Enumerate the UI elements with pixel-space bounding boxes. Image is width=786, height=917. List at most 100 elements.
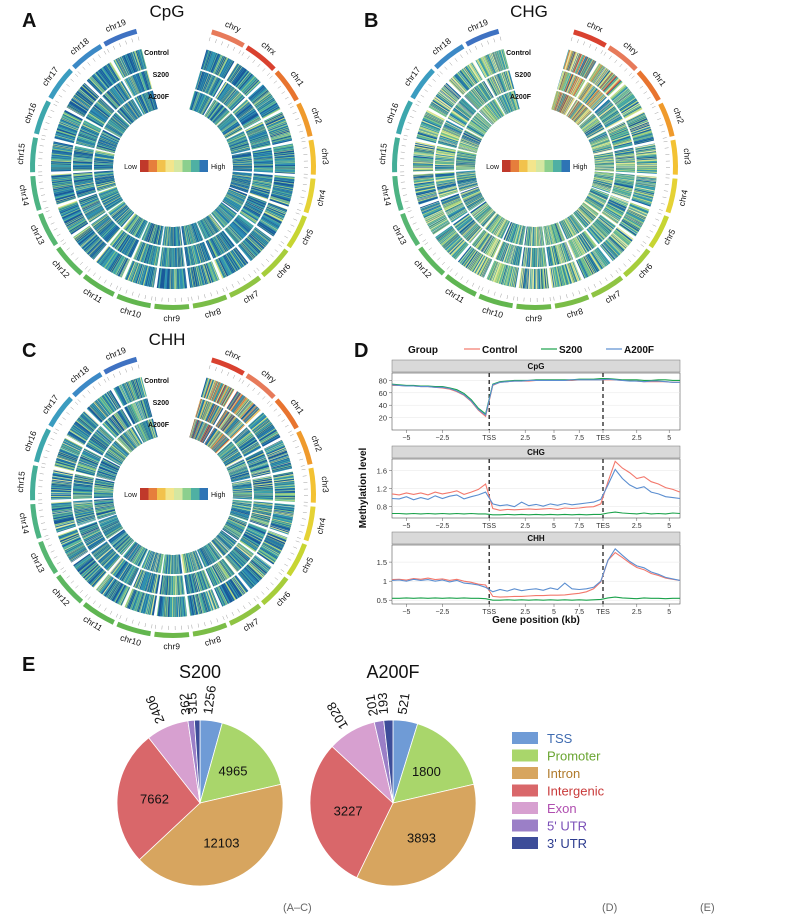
- track-chr2-0: [263, 111, 293, 145]
- tick: [56, 233, 61, 237]
- heat-stripe: [273, 143, 293, 149]
- track-chr3-2: [231, 151, 253, 172]
- tick: [650, 102, 654, 105]
- chrom-label-chr9: chr9: [163, 313, 180, 323]
- heat-stripe: [269, 128, 290, 136]
- heat-stripe: [253, 91, 270, 105]
- heat-stripe: [267, 205, 286, 215]
- tick: [87, 62, 91, 66]
- heat-stripe: [271, 191, 292, 198]
- heat-stripe: [268, 202, 288, 211]
- ticks-chry: [208, 37, 241, 54]
- tick: [293, 218, 298, 221]
- heat-stripe: [270, 195, 291, 202]
- tick: [297, 124, 302, 127]
- heat-stripe: [200, 49, 208, 70]
- tick: [104, 279, 107, 284]
- ideogram-chrx: [573, 29, 607, 48]
- heat-stripe: [220, 59, 232, 78]
- track-chr8-1: [184, 241, 212, 267]
- tick: [43, 128, 48, 131]
- heat-stripe: [261, 216, 280, 228]
- heat-stripe: [257, 98, 275, 111]
- tick: [252, 59, 256, 64]
- tick: [298, 203, 303, 205]
- track-chr10-0: [124, 260, 157, 288]
- track-chr2-1: [245, 121, 271, 150]
- heat-stripe: [253, 92, 271, 106]
- heat-stripe: [231, 66, 244, 84]
- ideogram-chry: [211, 29, 245, 48]
- tick: [300, 137, 305, 139]
- tick: [77, 71, 81, 75]
- tick: [53, 228, 58, 231]
- heat-stripe: [264, 212, 283, 222]
- heat-stripe: [265, 210, 284, 220]
- heat-stripe: [218, 58, 229, 77]
- heat-stripe: [225, 128, 243, 139]
- heat-stripe: [216, 56, 226, 75]
- heat-stripe: [257, 223, 275, 236]
- tick: [302, 147, 307, 149]
- heat-stripe: [274, 175, 295, 179]
- heat-stripe: [214, 55, 225, 75]
- heat-stripe: [244, 80, 260, 96]
- heat-stripe: [205, 51, 214, 71]
- heat-stripe: [247, 84, 264, 99]
- tick: [261, 263, 265, 267]
- tick: [639, 85, 644, 89]
- tick: [577, 39, 579, 44]
- heat-stripe: [266, 207, 285, 217]
- tick: [138, 293, 140, 298]
- heat-stripe: [266, 117, 285, 127]
- heat-stripe: [264, 211, 283, 222]
- ticks-chr3: [301, 141, 308, 175]
- heat-stripe: [274, 157, 295, 160]
- heat-stripe: [262, 107, 281, 119]
- heat-stripe: [239, 74, 254, 91]
- heat-stripe: [211, 54, 221, 73]
- heat-stripe: [230, 66, 243, 84]
- track-chr5-1: [239, 195, 267, 224]
- tick: [232, 47, 236, 51]
- heat-stripe: [271, 133, 291, 140]
- ideogram-chr15: [30, 137, 39, 173]
- heat-stripe: [250, 87, 267, 102]
- heat-stripe: [259, 219, 278, 232]
- heat-stripe: [262, 215, 281, 227]
- heat-stripe: [262, 215, 281, 226]
- tick: [253, 269, 257, 274]
- tick: [301, 141, 306, 143]
- tick: [50, 222, 55, 225]
- heat-stripe: [264, 113, 284, 124]
- heat-stripe: [249, 192, 268, 200]
- heat-stripe: [235, 71, 249, 88]
- heat-stripe: [270, 196, 290, 204]
- tick: [231, 283, 234, 288]
- heat-stripe: [266, 206, 286, 215]
- track-chr1-1: [232, 99, 262, 129]
- chrom-label-chr15: chr15: [15, 143, 27, 165]
- tick: [609, 55, 612, 60]
- heat-stripe: [270, 197, 290, 205]
- ideogram-chr14: [30, 175, 42, 211]
- heat-stripe: [264, 112, 283, 123]
- heat-stripe: [259, 102, 278, 115]
- heat-stripe: [274, 179, 294, 184]
- tick: [643, 91, 648, 94]
- tick: [295, 118, 299, 120]
- heat-stripe: [261, 217, 280, 228]
- track-chr1-0: [247, 84, 281, 119]
- heat-stripe: [212, 54, 222, 74]
- tick: [144, 295, 146, 300]
- legend-swatch: [199, 160, 208, 172]
- chrom-label-chr3: chr3: [320, 148, 331, 165]
- heat-stripe: [258, 101, 277, 113]
- heat-stripe: [202, 98, 213, 116]
- heat-stripe: [249, 85, 265, 100]
- tick: [38, 151, 43, 153]
- track-chr4-1: [249, 173, 273, 200]
- heat-stripe: [223, 61, 235, 79]
- tick: [302, 184, 307, 185]
- heat-stripe: [215, 56, 225, 75]
